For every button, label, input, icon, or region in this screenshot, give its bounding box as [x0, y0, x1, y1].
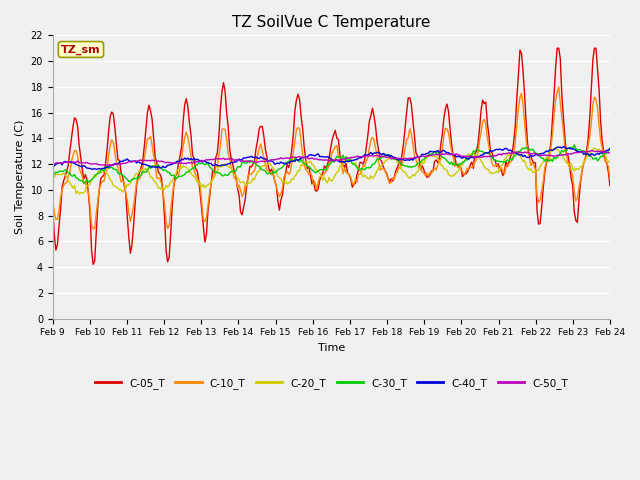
C-20_T — [216, 163, 224, 169]
C-10_T — [235, 182, 243, 188]
C-40_T — [235, 156, 243, 162]
C-10_T — [90, 226, 97, 231]
Line: C-30_T: C-30_T — [52, 145, 610, 183]
C-40_T — [606, 146, 614, 152]
C-40_T — [244, 155, 252, 160]
Legend: C-05_T, C-10_T, C-20_T, C-30_T, C-40_T, C-50_T: C-05_T, C-10_T, C-20_T, C-30_T, C-40_T, … — [91, 373, 572, 393]
C-30_T — [216, 171, 224, 177]
C-05_T — [235, 192, 243, 198]
C-30_T — [119, 172, 127, 178]
C-40_T — [559, 144, 567, 149]
C-50_T — [235, 157, 243, 163]
C-30_T — [244, 158, 252, 164]
C-10_T — [578, 168, 586, 174]
C-20_T — [76, 191, 83, 197]
C-05_T — [216, 106, 224, 112]
C-05_T — [578, 168, 586, 174]
C-30_T — [235, 164, 243, 170]
C-40_T — [216, 163, 224, 168]
C-05_T — [119, 174, 127, 180]
C-40_T — [119, 158, 127, 164]
C-05_T — [294, 91, 302, 97]
C-30_T — [294, 158, 302, 164]
C-10_T — [555, 84, 563, 90]
Line: C-10_T: C-10_T — [52, 87, 610, 228]
C-30_T — [606, 145, 614, 151]
C-50_T — [109, 162, 117, 168]
C-30_T — [80, 180, 88, 186]
Line: C-05_T: C-05_T — [52, 48, 610, 264]
C-20_T — [591, 145, 598, 151]
C-40_T — [49, 163, 56, 169]
C-05_T — [49, 205, 56, 211]
Line: C-20_T: C-20_T — [52, 148, 610, 194]
C-40_T — [92, 167, 100, 172]
C-40_T — [578, 149, 586, 155]
C-20_T — [119, 189, 127, 195]
C-05_T — [244, 174, 252, 180]
C-50_T — [216, 156, 224, 162]
Text: TZ_sm: TZ_sm — [61, 44, 100, 55]
C-50_T — [119, 160, 127, 166]
C-20_T — [606, 159, 614, 165]
C-20_T — [294, 168, 302, 174]
C-20_T — [235, 177, 243, 183]
C-20_T — [577, 164, 584, 169]
C-50_T — [606, 150, 614, 156]
C-10_T — [119, 178, 127, 183]
C-30_T — [49, 173, 56, 179]
C-20_T — [244, 180, 252, 186]
C-10_T — [216, 143, 224, 149]
C-50_T — [49, 161, 56, 167]
C-10_T — [606, 176, 614, 182]
C-05_T — [90, 262, 97, 267]
C-50_T — [294, 154, 302, 160]
C-30_T — [578, 149, 586, 155]
Line: C-40_T: C-40_T — [52, 146, 610, 169]
Line: C-50_T: C-50_T — [52, 151, 610, 165]
C-50_T — [588, 148, 595, 154]
C-50_T — [244, 159, 252, 165]
C-40_T — [294, 157, 302, 163]
X-axis label: Time: Time — [317, 343, 345, 353]
C-30_T — [570, 142, 578, 148]
C-10_T — [294, 125, 302, 131]
Title: TZ SoilVue C Temperature: TZ SoilVue C Temperature — [232, 15, 431, 30]
C-05_T — [554, 45, 561, 51]
C-20_T — [49, 176, 56, 182]
C-10_T — [49, 197, 56, 203]
C-05_T — [606, 183, 614, 189]
Y-axis label: Soil Temperature (C): Soil Temperature (C) — [15, 120, 25, 234]
C-50_T — [577, 149, 584, 155]
C-10_T — [244, 172, 252, 178]
